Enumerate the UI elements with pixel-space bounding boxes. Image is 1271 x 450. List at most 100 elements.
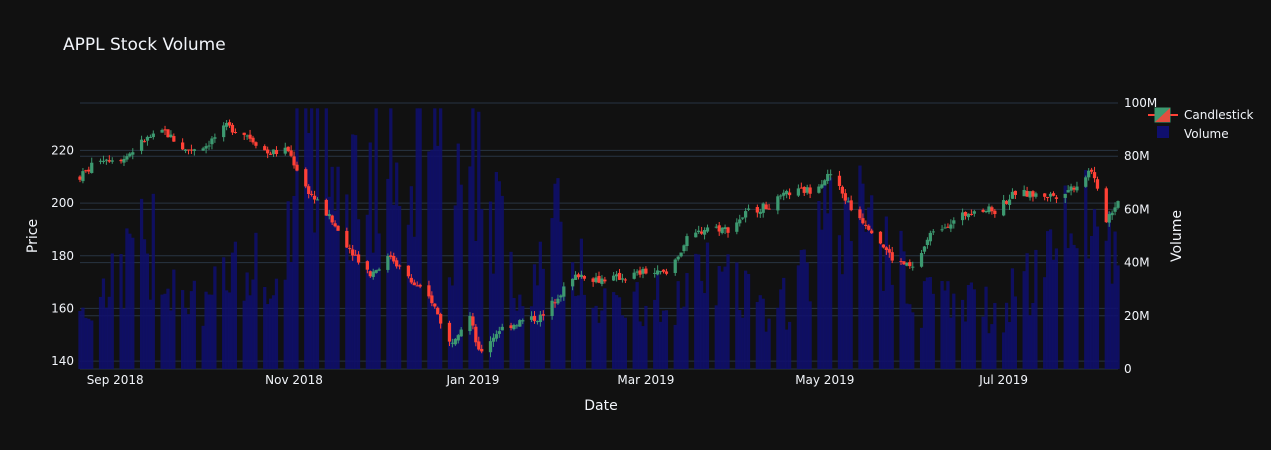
volume-bar xyxy=(268,298,273,369)
legend[interactable]: Candlestick Volume xyxy=(1148,107,1254,141)
volume-bar xyxy=(735,262,739,369)
candle-body xyxy=(679,252,683,257)
candle-body xyxy=(1095,179,1100,189)
volume-bar xyxy=(248,295,252,369)
volume-bar xyxy=(453,205,457,369)
volume-bar xyxy=(1066,248,1070,369)
volume-bar xyxy=(741,317,745,369)
candle-body xyxy=(315,199,320,201)
volume-bar xyxy=(210,294,214,369)
legend-item-candlestick[interactable]: Candlestick xyxy=(1148,107,1254,123)
candle-body xyxy=(823,180,827,186)
volume-bar xyxy=(717,266,721,369)
volume-bar xyxy=(497,181,501,369)
candle-body xyxy=(160,129,164,133)
volume-bar xyxy=(556,178,560,369)
volume-bar xyxy=(189,291,194,369)
candle-body xyxy=(392,255,396,262)
candle-body xyxy=(266,149,270,154)
volume-bar xyxy=(699,280,704,369)
volume-bar xyxy=(535,285,540,369)
volume-bar xyxy=(802,249,806,369)
candle-body xyxy=(166,129,170,138)
volume-bar xyxy=(1051,259,1056,369)
volume-bar xyxy=(1089,235,1094,369)
volume-bar xyxy=(213,266,217,369)
candle-body xyxy=(808,187,812,194)
volume-bar xyxy=(439,108,443,369)
candle-body xyxy=(1089,169,1094,172)
candle-body xyxy=(682,245,686,252)
candle-body xyxy=(714,226,718,228)
candle-body xyxy=(324,199,328,216)
volume-bar xyxy=(139,198,144,369)
volume-bar xyxy=(779,289,783,369)
date-tick-label: May 2019 xyxy=(795,373,854,387)
candle-body xyxy=(741,217,745,219)
volume-bar xyxy=(908,304,912,369)
candle-body xyxy=(579,274,584,278)
candle-body xyxy=(233,132,238,134)
volume-bar xyxy=(884,216,888,369)
volume-bar xyxy=(406,224,411,369)
candle-body xyxy=(726,227,730,233)
legend-item-volume[interactable]: Volume xyxy=(1157,126,1229,141)
candle-body xyxy=(576,274,581,278)
candle-body xyxy=(491,337,496,342)
candle-body xyxy=(192,149,196,151)
candle-body xyxy=(450,342,455,344)
price-tick-label: 220 xyxy=(51,143,74,157)
volume-bar xyxy=(702,293,707,369)
candle-body xyxy=(984,210,988,213)
volume-bar xyxy=(148,299,153,369)
volume-bar xyxy=(84,317,88,369)
candle-body xyxy=(395,260,399,267)
candle-body xyxy=(456,335,460,341)
volume-bar xyxy=(456,143,460,369)
candle-body xyxy=(310,193,314,195)
volume-bar xyxy=(207,294,211,369)
volume-bar xyxy=(817,200,821,369)
volume-bar xyxy=(849,241,853,369)
candle-body xyxy=(960,212,965,221)
candle-body xyxy=(919,253,924,267)
candle-body xyxy=(139,139,144,151)
candle-body xyxy=(145,136,150,141)
volume-bar xyxy=(1075,248,1079,369)
candle-body xyxy=(1028,191,1032,198)
volume-bar xyxy=(805,262,809,369)
candle-body xyxy=(90,162,94,173)
volume-bar xyxy=(776,307,780,369)
candle-body xyxy=(122,159,126,163)
candle-body xyxy=(406,265,411,277)
candle-body xyxy=(222,125,226,138)
candle-body xyxy=(512,324,516,330)
candle-body xyxy=(963,211,968,216)
volume-bar xyxy=(931,293,935,369)
volume-bar xyxy=(919,327,924,369)
candle-body xyxy=(1092,172,1097,179)
volume-bar xyxy=(963,321,968,369)
candle-body xyxy=(151,133,155,138)
candle-body xyxy=(949,224,953,229)
candle-body xyxy=(271,149,276,155)
volume-bar xyxy=(993,303,997,369)
volume-bar xyxy=(1107,211,1111,369)
candle-body xyxy=(884,247,888,250)
candle-body xyxy=(591,278,595,282)
volume-bar xyxy=(1007,322,1012,369)
volume-bar xyxy=(529,306,534,369)
candle-body xyxy=(172,136,176,142)
price-tick-label: 140 xyxy=(51,354,74,368)
candle-body xyxy=(846,201,850,203)
volume-bar xyxy=(1045,231,1050,369)
candle-body xyxy=(500,326,504,331)
volume-bar xyxy=(131,237,135,369)
chart-title: APPL Stock Volume xyxy=(63,35,226,55)
volume-bar xyxy=(553,183,557,369)
volume-bar xyxy=(550,218,554,369)
candle-body xyxy=(782,192,786,196)
candle-body xyxy=(946,226,950,228)
volume-bar xyxy=(459,184,463,369)
